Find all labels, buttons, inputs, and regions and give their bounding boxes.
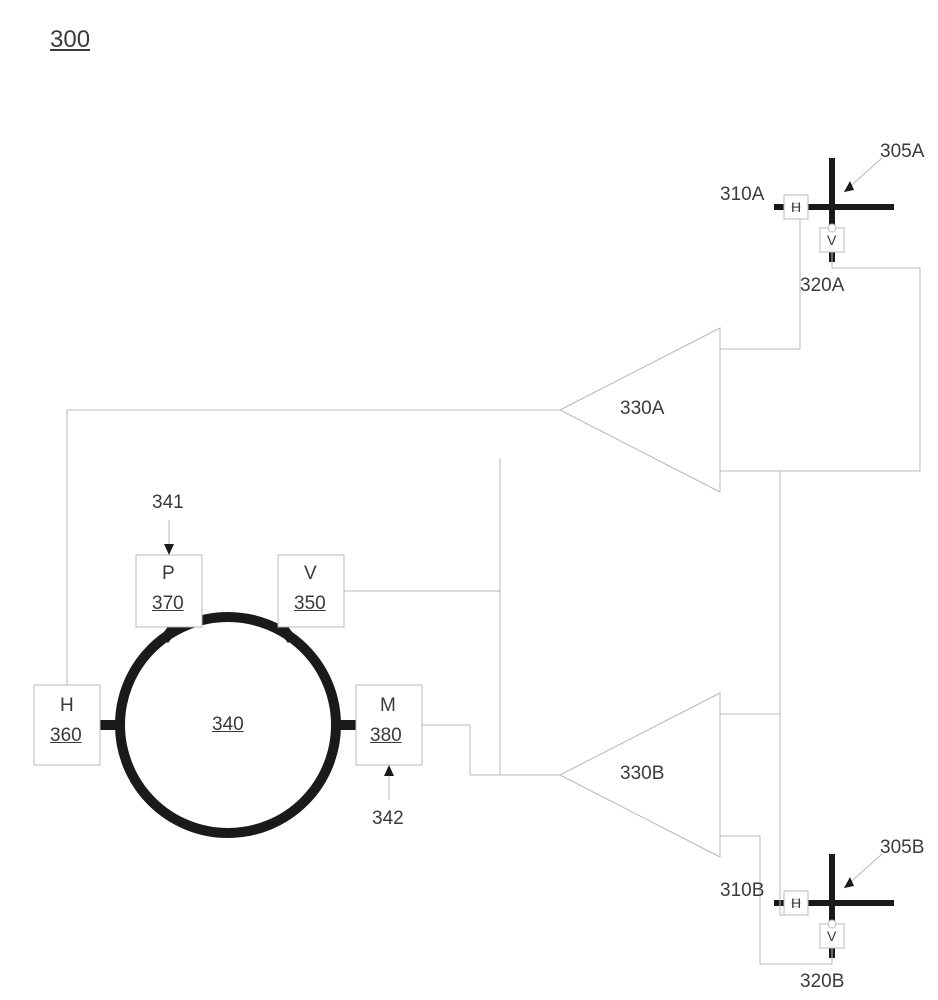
module-v-ref: 350	[294, 593, 326, 615]
wire-h-to-amp-a	[67, 410, 560, 685]
arrow-342	[384, 765, 394, 800]
amp-a-label: 330A	[620, 398, 664, 420]
wire-v-to-amp-a-split	[344, 458, 500, 591]
module-h-ref: 360	[50, 725, 82, 747]
antenna-a-pointer	[844, 158, 882, 192]
antenna-a-h-letter: H	[791, 199, 801, 215]
antenna-b-v-letter: V	[827, 928, 836, 944]
ring-ref: 340	[212, 714, 244, 736]
antenna-a-ref: 305A	[880, 141, 924, 163]
antenna-a-v-letter: V	[827, 232, 836, 248]
module-p-letter: P	[162, 563, 175, 585]
amp-b-label: 330B	[620, 763, 664, 785]
wire-m-to-amp-b	[422, 725, 470, 775]
antenna-b-ref: 305B	[880, 837, 924, 859]
module-h-letter: H	[60, 695, 74, 717]
module-p-ref: 370	[152, 593, 184, 615]
antenna-b-pointer	[844, 854, 882, 888]
module-v-letter: V	[304, 563, 317, 585]
antenna-b-v-ref: 320B	[800, 971, 844, 993]
module-m-ref: 380	[370, 725, 402, 747]
antenna-a-h-ref: 310A	[720, 184, 764, 206]
antenna-b-h-letter: H	[791, 895, 801, 911]
wire-v-to-amp-b	[500, 591, 560, 775]
wire-amp-b-to-antenna-b-h	[720, 480, 780, 714]
arrow-341-label: 341	[152, 492, 184, 514]
arrow-342-label: 342	[372, 808, 404, 830]
arrow-341	[164, 520, 174, 555]
wire-amp-a-to-antenna-a-h	[720, 219, 800, 349]
module-m-letter: M	[380, 695, 396, 717]
antenna-b-h-ref: 310B	[720, 880, 764, 902]
antenna-a-v-ref: 320A	[800, 275, 844, 297]
diagram-canvas	[0, 0, 938, 1000]
